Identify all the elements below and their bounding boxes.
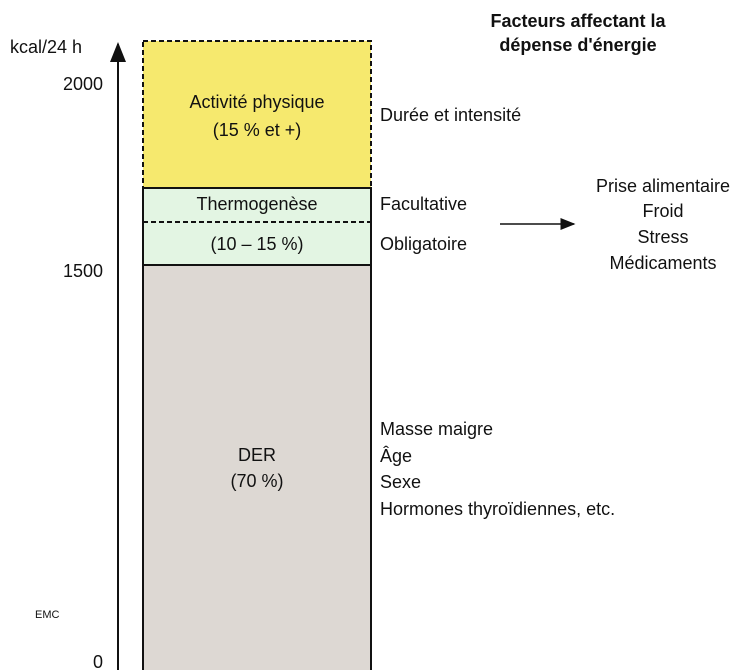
factor: Obligatoire (380, 234, 467, 254)
factor: Masse maigre (380, 419, 493, 439)
title: Facteurs affectant la (490, 11, 666, 31)
factor: Âge (380, 446, 412, 466)
factor: Hormones thyroïdiennes, etc. (380, 499, 615, 519)
factor: Sexe (380, 472, 421, 492)
facultative-factor: Prise alimentaire (596, 176, 730, 196)
segment-label: (70 %) (230, 471, 283, 491)
facultative-factor: Froid (642, 201, 683, 221)
segment-label: Thermogenèse (196, 194, 317, 214)
factor: Facultative (380, 194, 467, 214)
segment-label: Activité physique (189, 92, 324, 112)
segment-label: (15 % et +) (213, 120, 302, 140)
tick-label: 2000 (63, 74, 103, 94)
axis-label: kcal/24 h (10, 37, 82, 57)
facultative-factor: Médicaments (609, 253, 716, 273)
tick-label: 0 (93, 652, 103, 670)
title: dépense d'énergie (499, 35, 656, 55)
logo: EMC (35, 609, 60, 621)
tick-label: 1500 (63, 261, 103, 281)
factor: Durée et intensité (380, 105, 521, 125)
segment-label: (10 – 15 %) (210, 234, 303, 254)
activity-segment (142, 40, 372, 189)
der-segment (142, 264, 372, 670)
facultative-factor: Stress (637, 227, 688, 247)
segment-label: DER (238, 445, 276, 465)
